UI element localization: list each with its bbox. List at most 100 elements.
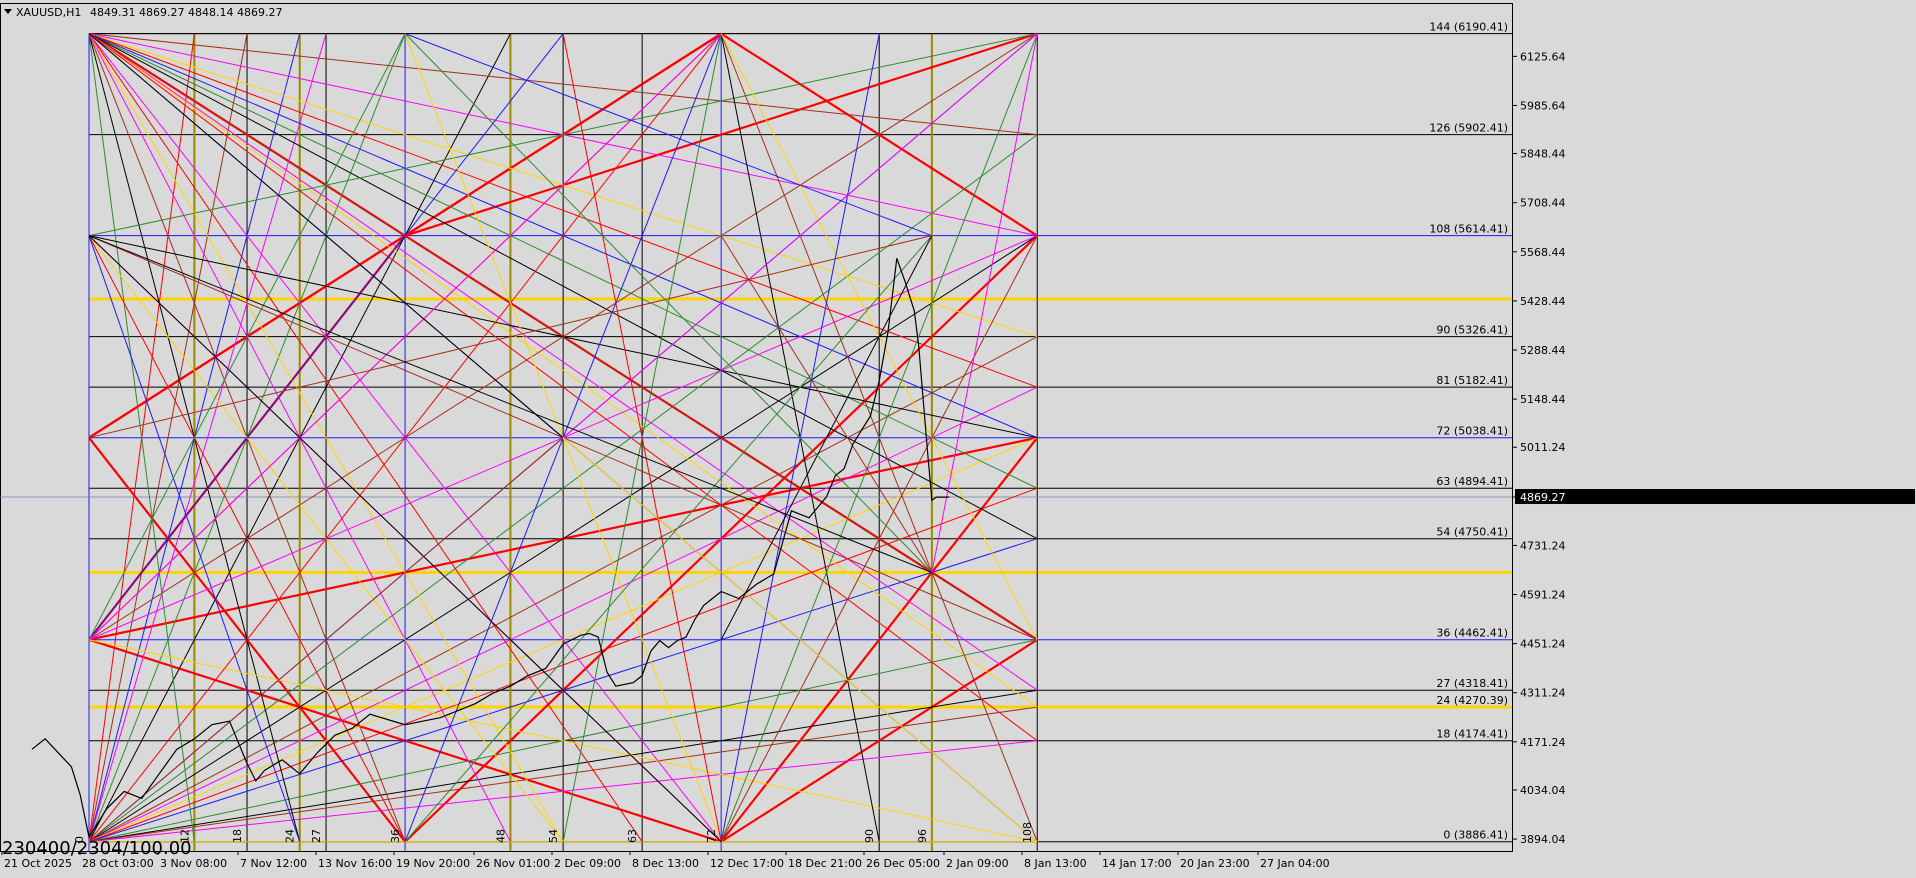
time-marker-7: 54 [547, 829, 560, 843]
y-tick-label-8: 5011.24 [1520, 441, 1566, 454]
fan-line-90 [931, 33, 1038, 573]
fan-line-6 [720, 638, 1038, 843]
fan-line-64 [88, 33, 406, 640]
y-tick-label-3: 5708.44 [1520, 197, 1566, 210]
fan-line-7 [720, 437, 1039, 843]
fan-line-81 [562, 33, 1038, 439]
x-tick-label-11: 26 Dec 05:00 [866, 857, 940, 870]
fan-line-42 [88, 33, 1038, 691]
y-tick-label-0: 6125.64 [1520, 50, 1566, 63]
axes-layer: 6125.64 5985.64 5848.44 5708.44 5568.44 5428.… [0, 3, 1915, 870]
x-tick-label-12: 2 Jan 09:00 [946, 857, 1009, 870]
y-tick-label-11: 4591.24 [1520, 589, 1566, 602]
fan-line-37 [88, 33, 1038, 388]
level-label-4: 81 (5182.41) [1436, 374, 1508, 387]
fan-line-79 [88, 33, 564, 439]
fan-line-61 [88, 639, 1038, 843]
x-tick-label-10: 18 Dec 21:00 [788, 857, 862, 870]
fan-line-85 [720, 235, 933, 640]
fan-line-88 [88, 235, 933, 573]
level-label-1: 126 (5902.41) [1429, 122, 1508, 135]
x-tick-label-14: 14 Jan 17:00 [1102, 857, 1172, 870]
fan-line-43 [88, 33, 1038, 708]
fan-line-39 [88, 33, 1038, 489]
fan-line-24 [88, 706, 1038, 843]
fan-line-82 [562, 437, 1038, 843]
label-layer: 144 (6190.41) 126 (5902.41) 108 (5614.41) 9… [4, 9, 1508, 843]
fan-line-78 [720, 235, 1038, 842]
y-tick-label-14: 4171.24 [1520, 736, 1566, 749]
fan-line-31 [88, 33, 248, 842]
fan-line-77 [88, 235, 722, 843]
time-marker-0: 0 [73, 836, 86, 843]
fan-line-44 [88, 33, 1038, 742]
y-tick-label-2: 5848.44 [1520, 148, 1566, 161]
time-marker-11: 96 [916, 829, 929, 843]
time-marker-9: 72 [705, 829, 718, 843]
x-tick-label-16: 27 Jan 04:00 [1260, 857, 1330, 870]
time-marker-3: 24 [284, 829, 297, 843]
fan-line-52 [88, 33, 1038, 237]
fan-line-18 [88, 386, 1038, 843]
last-price-label: 4869.27 [1520, 491, 1566, 504]
fan-line-84 [404, 235, 933, 843]
y-tick-label-7: 5148.44 [1520, 393, 1566, 406]
fan-line-9 [404, 32, 1038, 237]
level-label-3: 90 (5326.41) [1436, 324, 1508, 337]
x-tick-label-13: 8 Jan 13:00 [1024, 857, 1087, 870]
level-label-9: 27 (4318.41) [1436, 677, 1508, 690]
time-marker-8: 63 [626, 829, 639, 843]
level-label-7: 54 (4750.41) [1436, 526, 1508, 539]
fan-line-74 [562, 33, 722, 842]
fan-line-89 [720, 235, 933, 573]
time-marker-2: 18 [231, 829, 244, 843]
fan-line-23 [88, 689, 1038, 843]
level-label-10: 24 (4270.39) [1436, 694, 1508, 707]
level-label-0: 144 (6190.41) [1429, 21, 1508, 34]
fan-line-17 [88, 336, 1038, 843]
level-label-2: 108 (5614.41) [1429, 223, 1508, 236]
y-tick-label-5: 5428.44 [1520, 295, 1566, 308]
time-marker-6: 48 [494, 829, 507, 843]
level-label-5: 72 (5038.41) [1436, 425, 1508, 438]
x-tick-label-1: 28 Oct 03:00 [82, 857, 154, 870]
fan-line-80 [88, 437, 564, 843]
fan-line-87 [404, 33, 933, 573]
time-marker-12: 108 [1021, 822, 1034, 843]
x-tick-label-6: 26 Nov 01:00 [476, 857, 550, 870]
level-label-11: 18 (4174.41) [1436, 728, 1508, 741]
time-marker-1: 12 [178, 829, 191, 843]
fan-line-51 [88, 33, 643, 843]
y-tick-label-10: 4731.24 [1520, 539, 1566, 552]
price-series-layer [31, 258, 950, 839]
price-line [31, 258, 950, 839]
x-tick-label-0: 21 Oct 2025 [4, 857, 72, 870]
x-tick-label-8: 8 Dec 13:00 [632, 857, 699, 870]
collapse-triangle-icon [4, 9, 12, 14]
chart-title: XAUUSD,H1 [16, 6, 81, 19]
level-label-8: 36 (4462.41) [1436, 627, 1508, 640]
fan-line-86 [88, 235, 932, 439]
y-tick-label-13: 4311.24 [1520, 687, 1566, 700]
last-price-badge [1515, 489, 1915, 505]
y-tick-label-1: 5985.64 [1520, 99, 1566, 112]
x-tick-label-15: 20 Jan 23:00 [1180, 857, 1250, 870]
x-tick-label-5: 19 Nov 20:00 [396, 857, 470, 870]
x-tick-label-4: 13 Nov 16:00 [318, 857, 392, 870]
fan-line-59 [88, 33, 1038, 641]
time-marker-5: 36 [389, 829, 402, 843]
time-marker-10: 90 [863, 829, 876, 843]
fan-line-72 [88, 33, 722, 843]
x-tick-label-7: 2 Dec 09:00 [554, 857, 621, 870]
time-marker-4: 27 [310, 829, 323, 843]
x-tick-label-3: 7 Nov 12:00 [240, 857, 307, 870]
fan-line-34 [88, 33, 1038, 136]
level-label-12: 0 (3886.41) [1443, 829, 1508, 842]
y-tick-label-15: 4034.04 [1520, 784, 1566, 797]
fan-line-25 [88, 740, 1038, 843]
y-tick-label-6: 5288.44 [1520, 344, 1566, 357]
gann-fan-layer [88, 32, 1039, 843]
ohlc-readout: 4849.31 4869.27 4848.14 4869.27 [90, 6, 282, 19]
